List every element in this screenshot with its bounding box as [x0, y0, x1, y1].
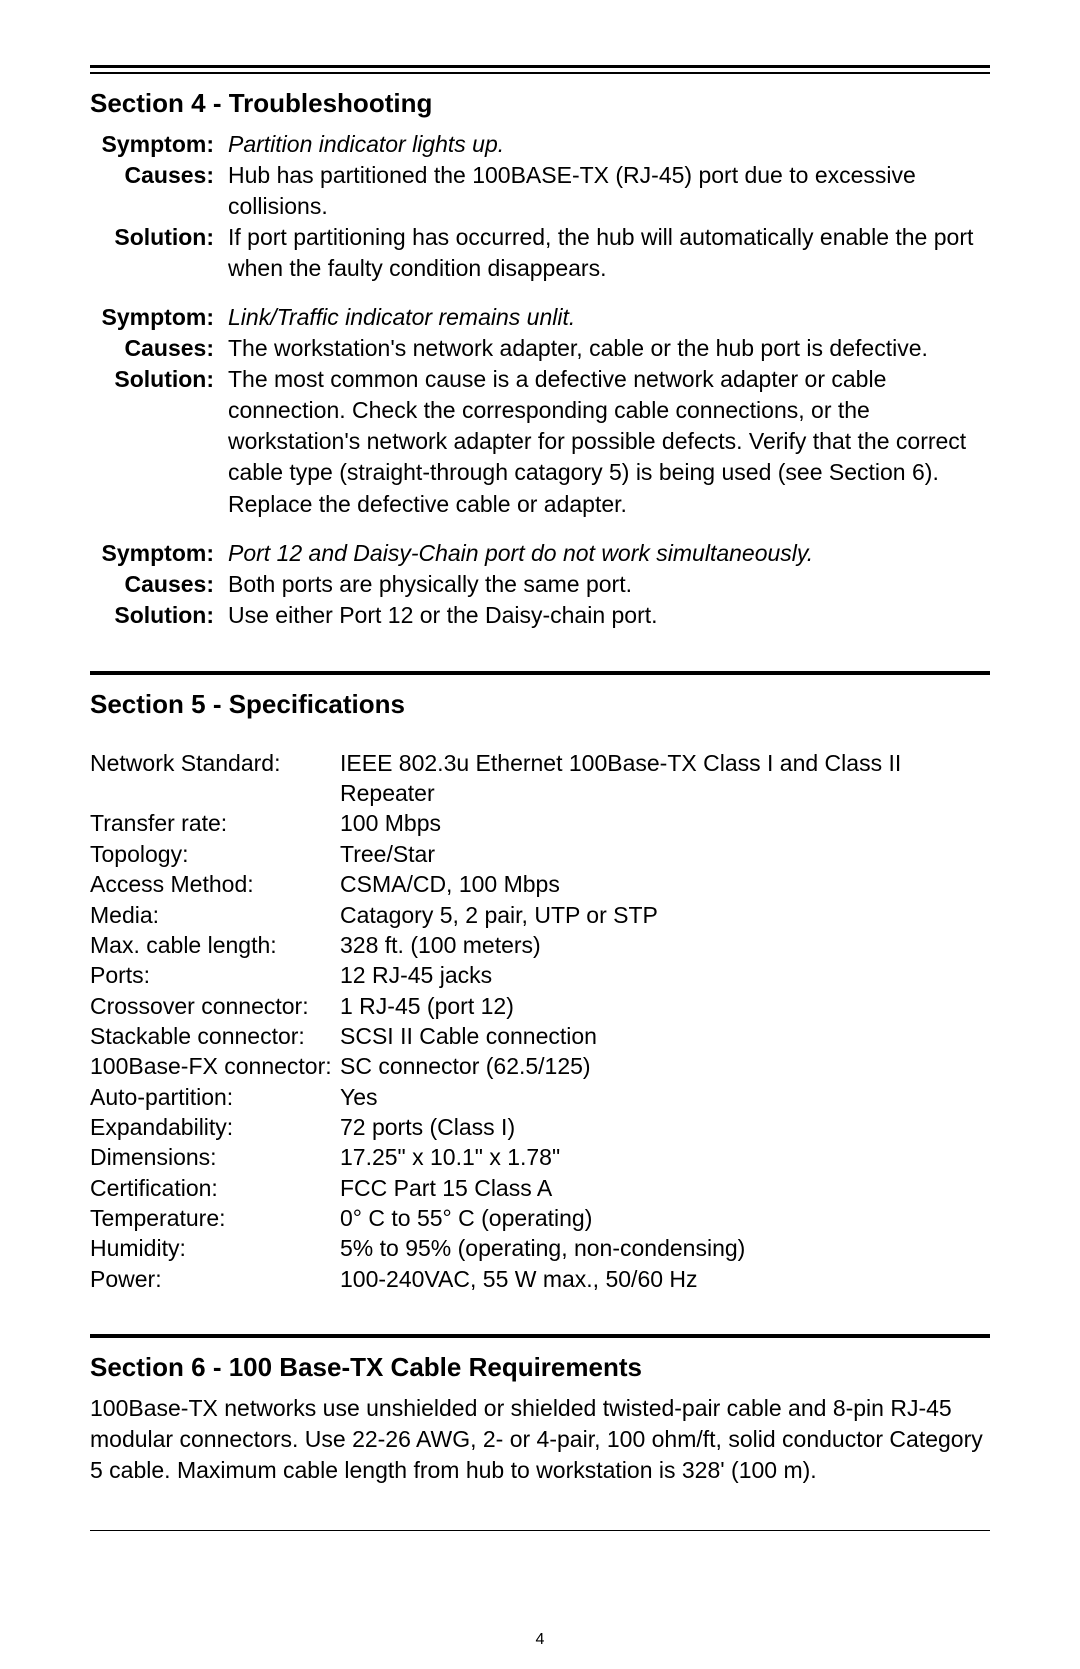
spec-row: Temperature:0° C to 55° C (operating)	[90, 1203, 990, 1233]
section6-rule	[90, 1334, 990, 1338]
spec-table: Network Standard:IEEE 802.3u Ethernet 10…	[90, 748, 990, 1294]
spec-value: 100 Mbps	[340, 808, 990, 838]
symptom-label: Symptom:	[90, 302, 228, 333]
spec-value: 100-240VAC, 55 W max., 50/60 Hz	[340, 1264, 990, 1294]
spec-row: Topology:Tree/Star	[90, 839, 990, 869]
spec-row: Ports:12 RJ-45 jacks	[90, 960, 990, 990]
section5-rule	[90, 671, 990, 675]
symptom-label: Symptom:	[90, 538, 228, 569]
solution-row: Solution: Use either Port 12 or the Dais…	[90, 600, 990, 631]
troubleshoot-item: Symptom: Port 12 and Daisy-Chain port do…	[90, 538, 990, 631]
spec-value: 0° C to 55° C (operating)	[340, 1203, 990, 1233]
spec-row: Crossover connector:1 RJ-45 (port 12)	[90, 991, 990, 1021]
solution-value: The most common cause is a defective net…	[228, 364, 990, 519]
causes-label: Causes:	[90, 160, 228, 222]
section4-body: Symptom: Partition indicator lights up. …	[90, 129, 990, 631]
solution-label: Solution:	[90, 364, 228, 519]
solution-label: Solution:	[90, 600, 228, 631]
spec-value: Tree/Star	[340, 839, 990, 869]
symptom-row: Symptom: Link/Traffic indicator remains …	[90, 302, 990, 333]
spec-label: Auto-partition:	[90, 1082, 340, 1112]
causes-row: Causes: The workstation's network adapte…	[90, 333, 990, 364]
spec-label: Expandability:	[90, 1112, 340, 1142]
spec-row: Access Method:CSMA/CD, 100 Mbps	[90, 869, 990, 899]
spec-label: Power:	[90, 1264, 340, 1294]
spec-label: Humidity:	[90, 1233, 340, 1263]
spec-value: 328 ft. (100 meters)	[340, 930, 990, 960]
solution-row: Solution: If port partitioning has occur…	[90, 222, 990, 284]
spec-label: Transfer rate:	[90, 808, 340, 838]
causes-value: The workstation's network adapter, cable…	[228, 333, 990, 364]
spec-label: Temperature:	[90, 1203, 340, 1233]
symptom-value: Link/Traffic indicator remains unlit.	[228, 302, 990, 333]
symptom-row: Symptom: Partition indicator lights up.	[90, 129, 990, 160]
solution-row: Solution: The most common cause is a def…	[90, 364, 990, 519]
section6-body: 100Base-TX networks use unshielded or sh…	[90, 1393, 990, 1486]
causes-label: Causes:	[90, 569, 228, 600]
spec-row: Dimensions:17.25" x 10.1" x 1.78"	[90, 1142, 990, 1172]
top-double-rule	[90, 65, 990, 74]
spec-value: SCSI II Cable connection	[340, 1021, 990, 1051]
spec-label: Dimensions:	[90, 1142, 340, 1172]
spec-label: Access Method:	[90, 869, 340, 899]
causes-row: Causes: Both ports are physically the sa…	[90, 569, 990, 600]
symptom-value: Partition indicator lights up.	[228, 129, 990, 160]
spec-label: 100Base-FX connector:	[90, 1051, 340, 1081]
spec-value: Yes	[340, 1082, 990, 1112]
spec-label: Ports:	[90, 960, 340, 990]
spec-value: CSMA/CD, 100 Mbps	[340, 869, 990, 899]
symptom-row: Symptom: Port 12 and Daisy-Chain port do…	[90, 538, 990, 569]
spec-row: Humidity:5% to 95% (operating, non-conde…	[90, 1233, 990, 1263]
spec-value: 72 ports (Class I)	[340, 1112, 990, 1142]
page-number: 4	[0, 1631, 1080, 1649]
spec-value: 17.25" x 10.1" x 1.78"	[340, 1142, 990, 1172]
spec-row: Stackable connector:SCSI II Cable connec…	[90, 1021, 990, 1051]
spec-row: Auto-partition:Yes	[90, 1082, 990, 1112]
symptom-label: Symptom:	[90, 129, 228, 160]
spec-label: Topology:	[90, 839, 340, 869]
spec-row: Power:100-240VAC, 55 W max., 50/60 Hz	[90, 1264, 990, 1294]
spec-value: 5% to 95% (operating, non-condensing)	[340, 1233, 990, 1263]
footer-rule	[90, 1530, 990, 1531]
section6-title: Section 6 - 100 Base-TX Cable Requiremen…	[90, 1352, 990, 1383]
spec-label: Max. cable length:	[90, 930, 340, 960]
spec-label: Certification:	[90, 1173, 340, 1203]
spec-label: Stackable connector:	[90, 1021, 340, 1051]
spec-row: Certification:FCC Part 15 Class A	[90, 1173, 990, 1203]
causes-label: Causes:	[90, 333, 228, 364]
spec-row: Network Standard:IEEE 802.3u Ethernet 10…	[90, 748, 990, 809]
solution-value: Use either Port 12 or the Daisy-chain po…	[228, 600, 990, 631]
spec-row: Media:Catagory 5, 2 pair, UTP or STP	[90, 900, 990, 930]
symptom-value: Port 12 and Daisy-Chain port do not work…	[228, 538, 990, 569]
spec-value: FCC Part 15 Class A	[340, 1173, 990, 1203]
section5-title: Section 5 - Specifications	[90, 689, 990, 720]
troubleshoot-item: Symptom: Link/Traffic indicator remains …	[90, 302, 990, 519]
causes-value: Both ports are physically the same port.	[228, 569, 990, 600]
spec-label: Media:	[90, 900, 340, 930]
spec-label: Network Standard:	[90, 748, 340, 809]
spec-value: 1 RJ-45 (port 12)	[340, 991, 990, 1021]
spec-row: 100Base-FX connector:SC connector (62.5/…	[90, 1051, 990, 1081]
spec-value: SC connector (62.5/125)	[340, 1051, 990, 1081]
spec-value: Catagory 5, 2 pair, UTP or STP	[340, 900, 990, 930]
spec-value: 12 RJ-45 jacks	[340, 960, 990, 990]
solution-value: If port partitioning has occurred, the h…	[228, 222, 990, 284]
spec-label: Crossover connector:	[90, 991, 340, 1021]
spec-value: IEEE 802.3u Ethernet 100Base-TX Class I …	[340, 748, 990, 809]
causes-value: Hub has partitioned the 100BASE-TX (RJ-4…	[228, 160, 990, 222]
spec-row: Max. cable length:328 ft. (100 meters)	[90, 930, 990, 960]
troubleshoot-item: Symptom: Partition indicator lights up. …	[90, 129, 990, 284]
causes-row: Causes: Hub has partitioned the 100BASE-…	[90, 160, 990, 222]
spec-row: Expandability:72 ports (Class I)	[90, 1112, 990, 1142]
solution-label: Solution:	[90, 222, 228, 284]
section4-title: Section 4 - Troubleshooting	[90, 88, 990, 119]
spec-row: Transfer rate:100 Mbps	[90, 808, 990, 838]
